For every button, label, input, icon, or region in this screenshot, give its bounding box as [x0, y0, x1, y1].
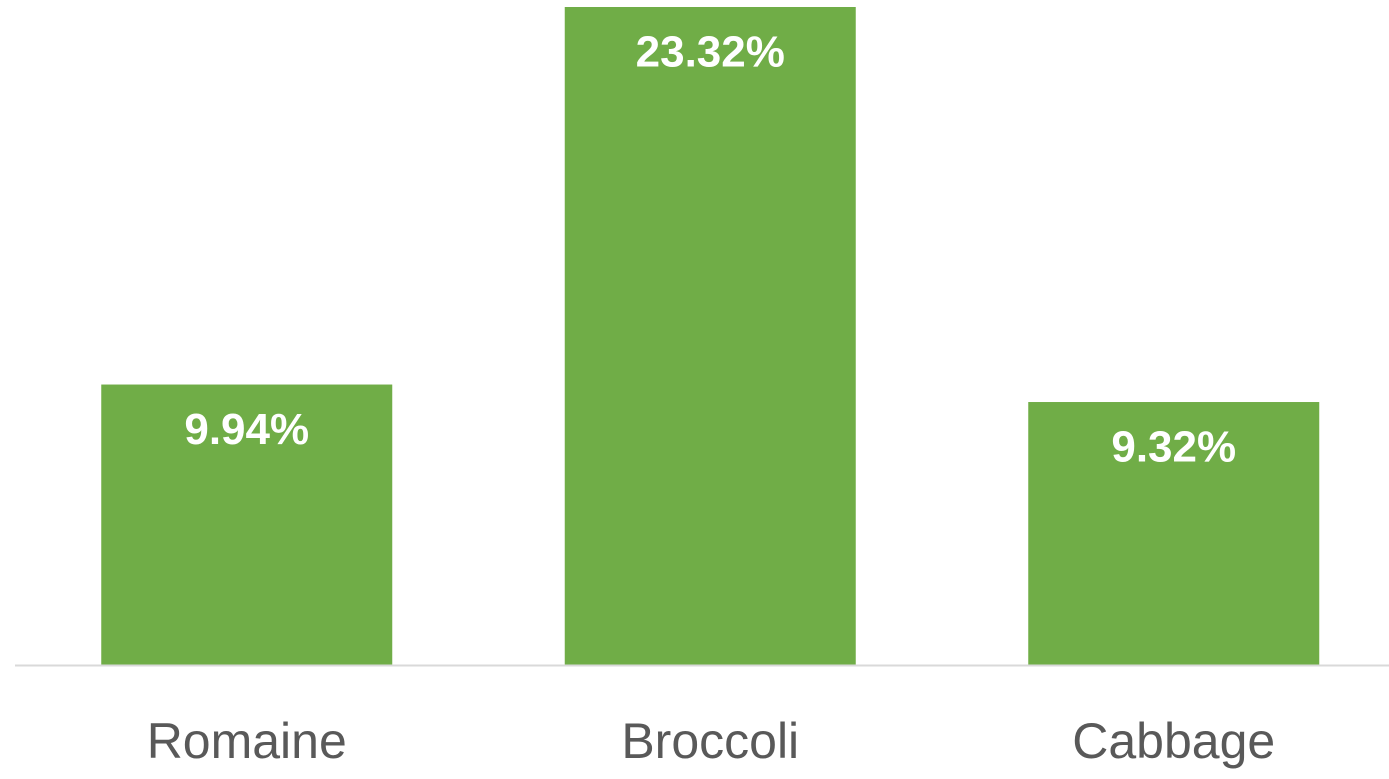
x-tick-label: Cabbage: [1072, 713, 1275, 769]
x-tick-label: Romaine: [147, 713, 347, 769]
value-label: 9.32%: [1111, 423, 1236, 472]
bar: [564, 7, 856, 665]
value-label: 9.94%: [184, 405, 309, 454]
bar: [1028, 402, 1320, 665]
bar: [101, 384, 393, 665]
x-tick-label: Broccoli: [621, 713, 799, 769]
value-label: 23.32%: [636, 28, 785, 77]
